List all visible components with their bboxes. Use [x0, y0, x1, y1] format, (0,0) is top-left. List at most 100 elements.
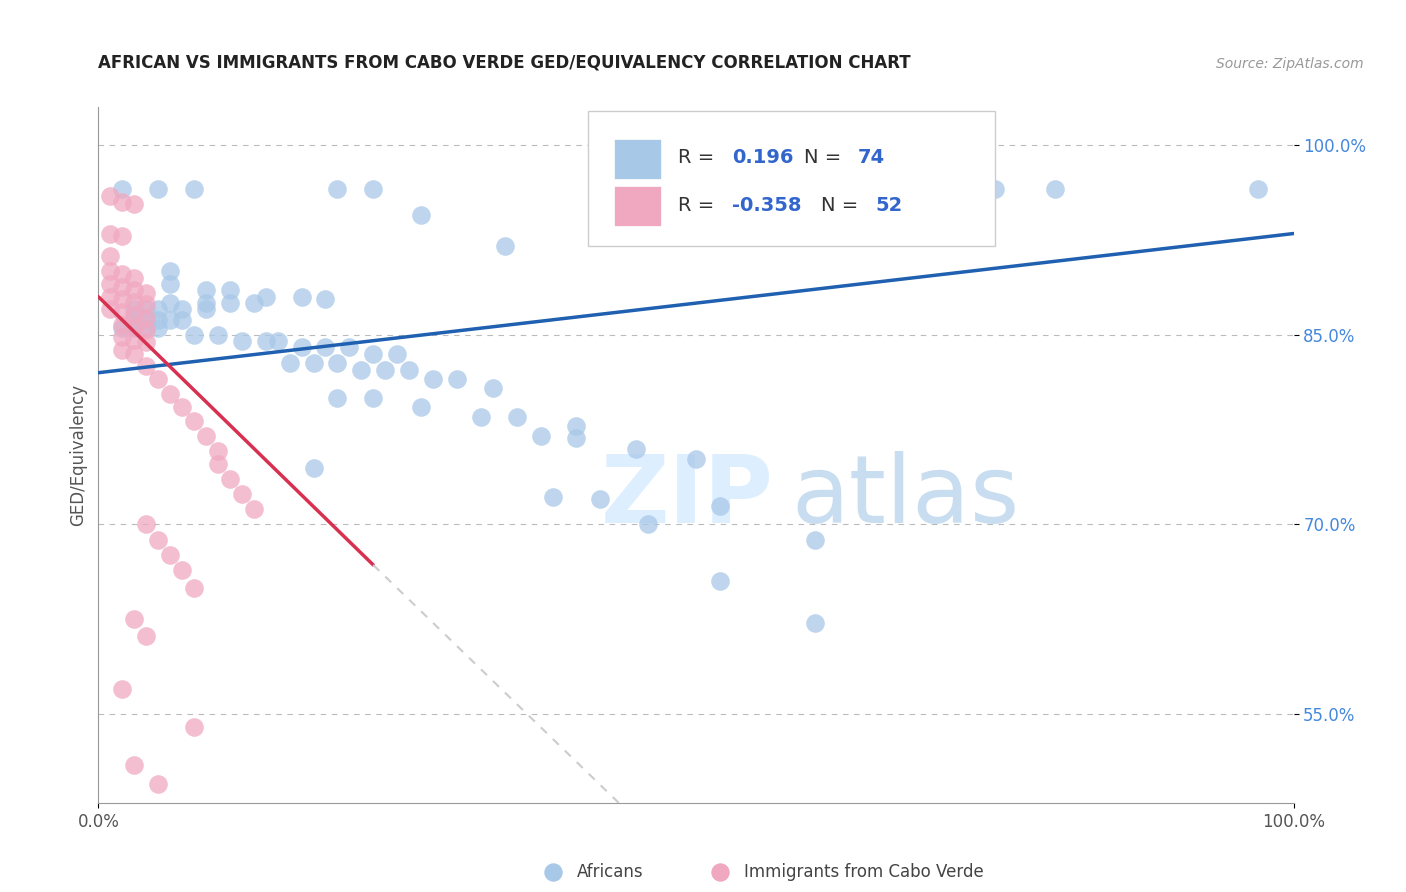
Point: [183, 182, 205, 196]
Point: [398, 363, 420, 377]
Point: [637, 517, 659, 532]
Point: [124, 308, 146, 322]
Point: [98, 227, 122, 241]
Point: [315, 293, 337, 307]
Point: [98, 249, 122, 263]
Point: [159, 296, 181, 310]
Point: [494, 239, 516, 253]
Point: [363, 347, 385, 361]
Text: 52: 52: [875, 196, 903, 215]
Point: [183, 720, 205, 734]
Point: [194, 284, 217, 298]
Point: [411, 400, 433, 414]
Y-axis label: GED/Equivalency: GED/Equivalency: [69, 384, 87, 526]
Point: [159, 277, 181, 292]
Point: [709, 499, 731, 513]
Point: [363, 391, 385, 405]
Point: [183, 581, 205, 595]
Point: [254, 290, 277, 304]
Point: [124, 333, 146, 347]
Point: [172, 400, 194, 414]
Point: [98, 302, 122, 317]
Point: [111, 330, 134, 344]
Point: [135, 302, 157, 317]
Text: Africans: Africans: [576, 863, 643, 881]
Point: [326, 391, 349, 405]
Point: [374, 363, 396, 377]
Point: [565, 418, 588, 433]
Point: [135, 517, 157, 532]
Point: [194, 429, 217, 443]
Point: [422, 372, 444, 386]
Point: [219, 472, 242, 486]
Point: [148, 302, 170, 317]
Point: [446, 372, 468, 386]
Point: [290, 340, 312, 354]
Point: [207, 327, 229, 342]
Point: [124, 302, 146, 317]
Point: [159, 387, 181, 401]
Point: [148, 533, 170, 547]
Point: [135, 359, 157, 374]
Point: [804, 616, 827, 631]
Point: [148, 321, 170, 335]
Point: [350, 363, 373, 377]
Point: [124, 294, 146, 309]
Point: [326, 182, 349, 196]
Point: [135, 311, 157, 326]
Point: [685, 451, 707, 466]
Point: [183, 414, 205, 428]
Point: [411, 208, 433, 222]
Point: [135, 323, 157, 337]
Point: [111, 343, 134, 357]
Text: Source: ZipAtlas.com: Source: ZipAtlas.com: [1216, 57, 1364, 71]
Point: [219, 284, 242, 298]
Point: [148, 312, 170, 326]
Point: [194, 296, 217, 310]
Point: [278, 355, 301, 369]
Point: [363, 182, 385, 196]
Point: [111, 194, 134, 209]
Point: [207, 457, 229, 471]
Text: ZIP: ZIP: [600, 450, 773, 542]
Point: [124, 347, 146, 361]
Point: [481, 381, 505, 395]
FancyBboxPatch shape: [588, 111, 994, 246]
Point: [159, 312, 181, 326]
Point: [98, 277, 122, 292]
FancyBboxPatch shape: [613, 139, 661, 178]
Point: [148, 372, 170, 386]
Point: [231, 334, 253, 348]
Point: [111, 279, 134, 293]
Text: -0.358: -0.358: [733, 196, 801, 215]
Point: [159, 548, 181, 562]
Point: [385, 347, 409, 361]
Point: [1043, 182, 1066, 196]
Point: [326, 355, 349, 369]
Point: [148, 777, 170, 791]
Point: [470, 409, 492, 424]
Point: [267, 334, 290, 348]
Point: [111, 182, 134, 196]
Point: [624, 442, 647, 456]
Point: [243, 296, 266, 310]
Point: [124, 321, 146, 335]
Point: [98, 188, 122, 202]
Point: [124, 757, 146, 772]
Point: [124, 284, 146, 298]
Point: [302, 460, 325, 475]
Point: [589, 492, 612, 507]
Point: [302, 355, 325, 369]
Point: [111, 681, 134, 696]
Point: [183, 327, 205, 342]
Point: [172, 302, 194, 317]
Point: [135, 629, 157, 643]
Point: [98, 290, 122, 304]
Point: [111, 267, 134, 281]
FancyBboxPatch shape: [613, 186, 661, 226]
Point: [337, 340, 360, 354]
Point: [315, 340, 337, 354]
Point: [804, 533, 827, 547]
Point: [148, 182, 170, 196]
Point: [111, 293, 134, 307]
